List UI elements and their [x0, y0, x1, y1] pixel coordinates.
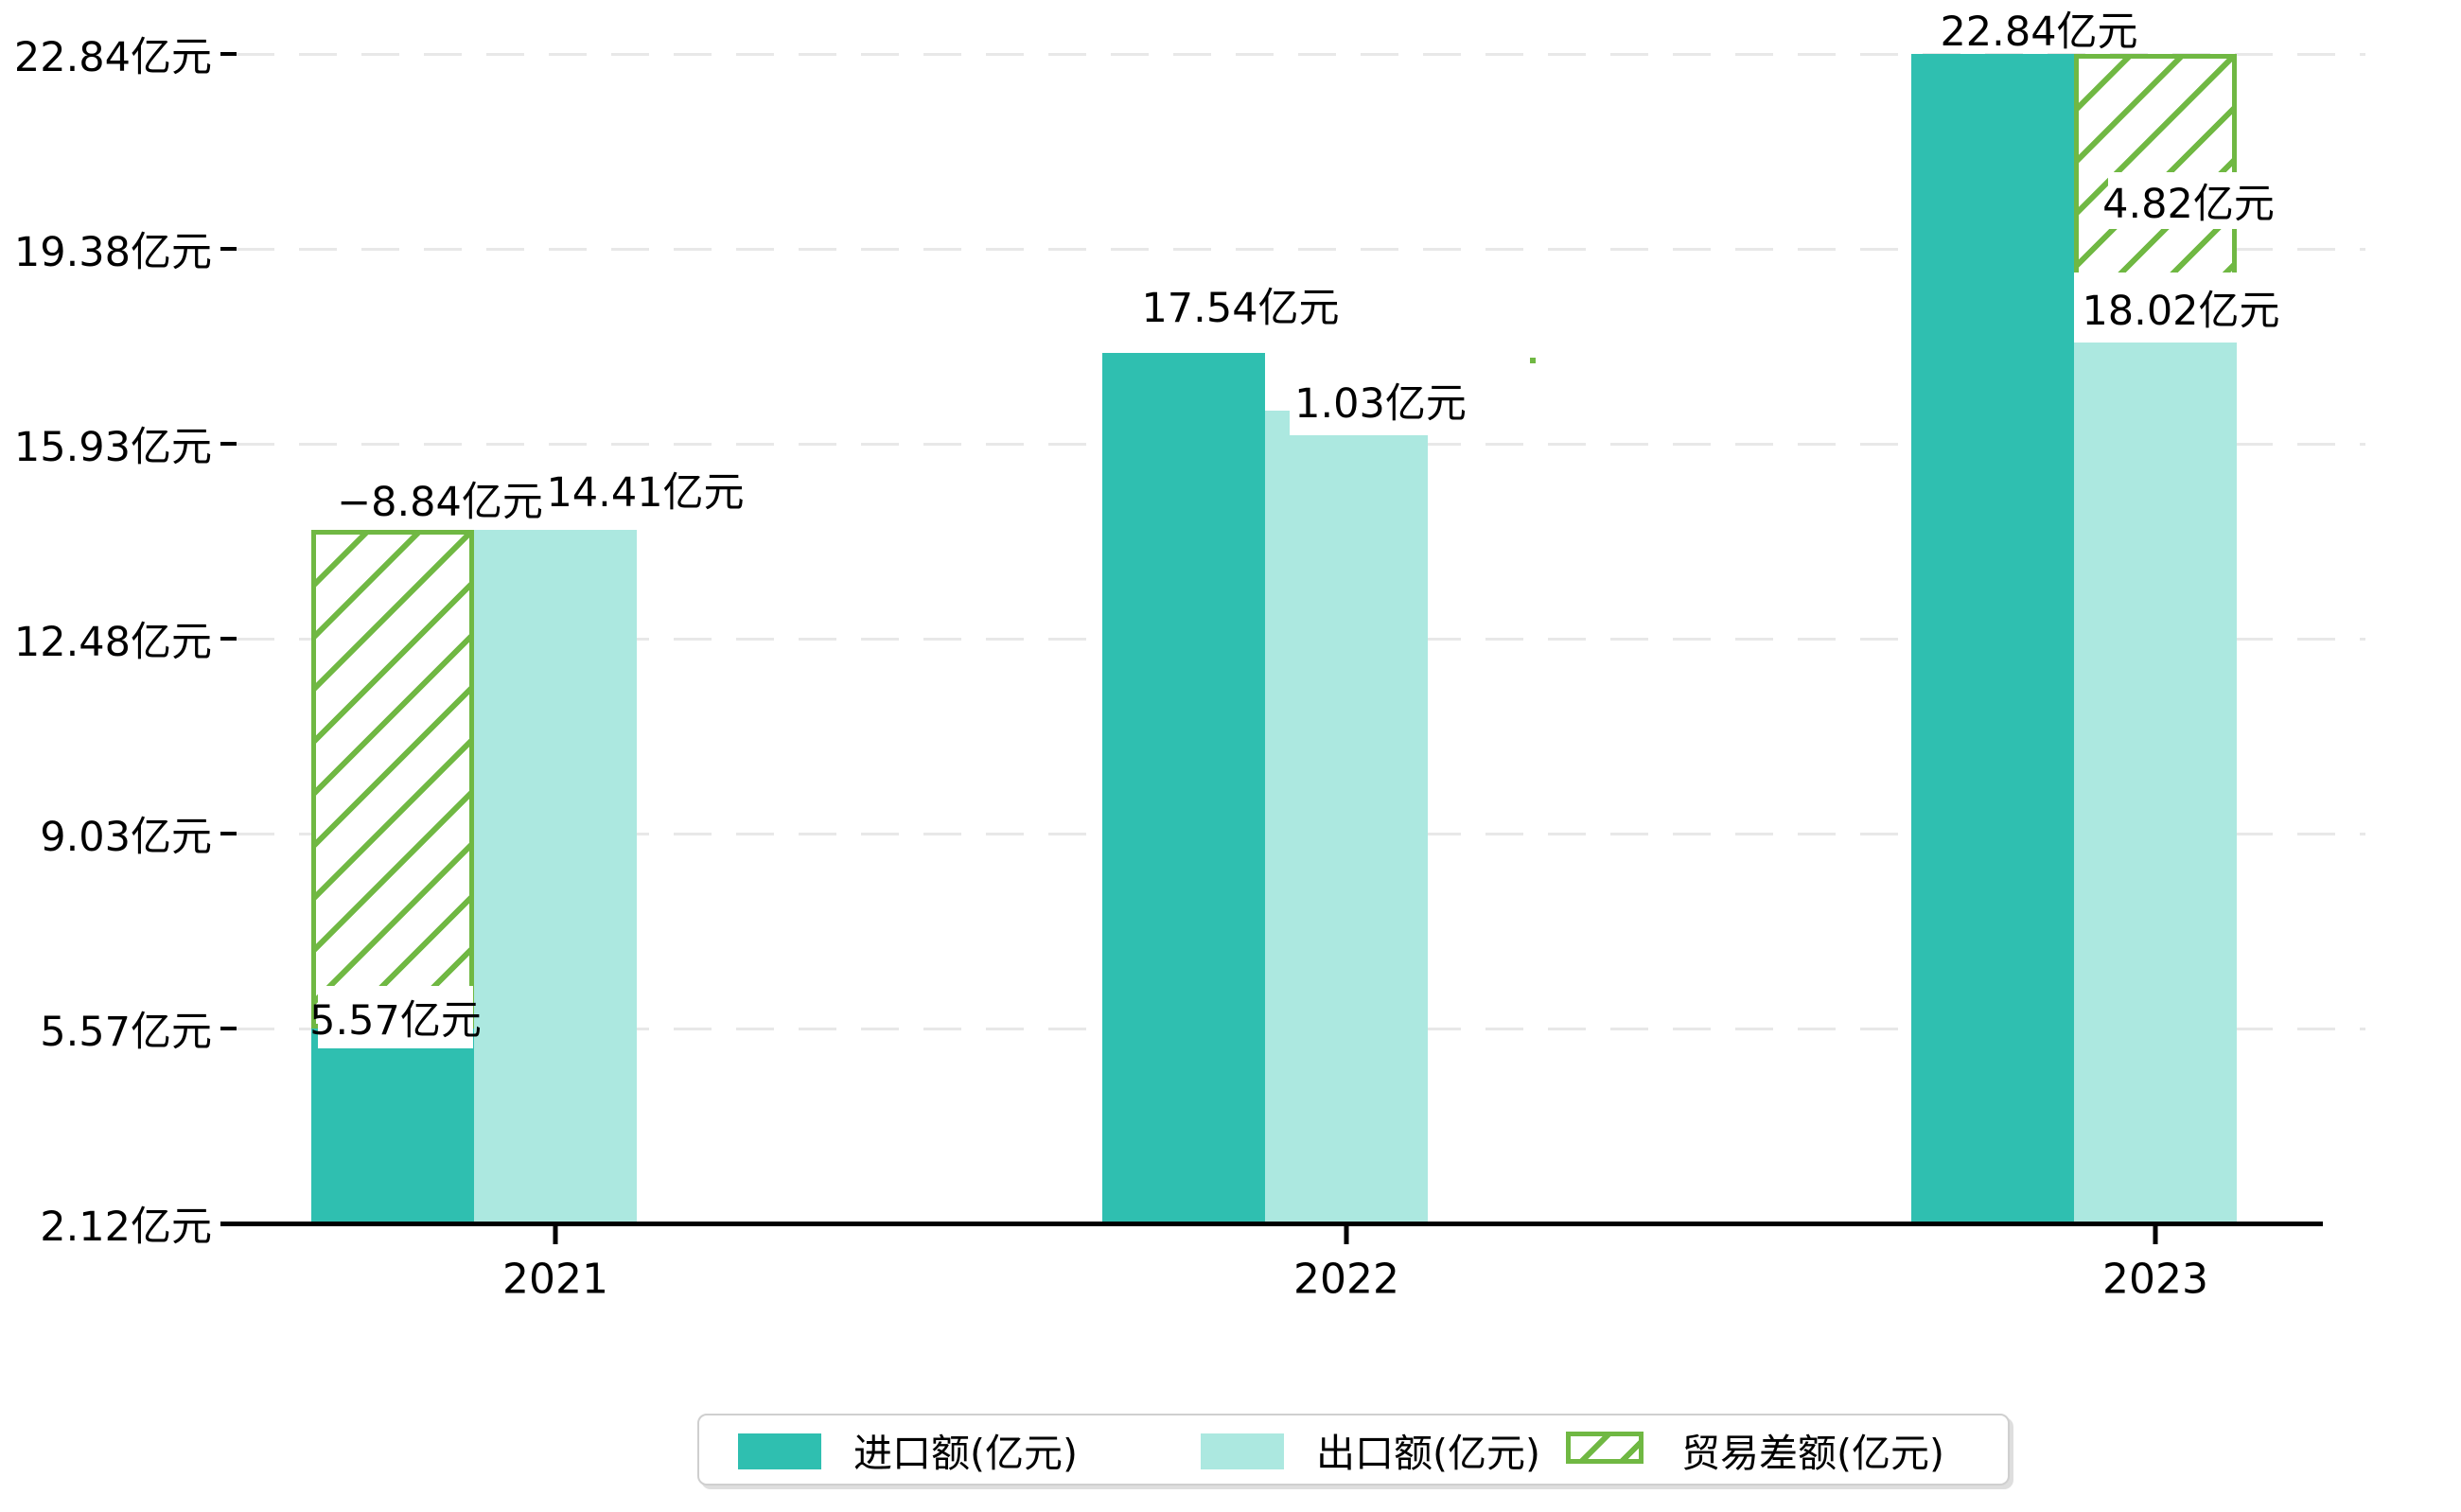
legend-swatch-import [738, 1433, 821, 1469]
legend-swatch-export [1201, 1433, 1284, 1469]
gridline [237, 52, 2365, 56]
y-axis-tick-mark [220, 247, 237, 252]
import-bar [1911, 53, 2074, 1223]
export-value-label: 18.02亿元 [2074, 273, 2288, 343]
legend-label-export: 出口额(亿元) [1316, 1431, 1540, 1476]
y-axis-tick-label: 12.48亿元 [13, 618, 212, 666]
y-axis-tick-label: 22.84亿元 [13, 33, 212, 81]
trade-balance-value-label: 4.82亿元 [2102, 172, 2275, 229]
y-axis-tick-label: 5.57亿元 [40, 1009, 212, 1057]
x-axis-tick-mark [1344, 1223, 1349, 1244]
import-bar [311, 1029, 474, 1223]
x-axis-tick-label: 2021 [502, 1255, 608, 1304]
legend-swatch-trade-balance [1566, 1432, 1644, 1464]
export-bar [1265, 411, 1428, 1223]
x-axis-tick-mark [2153, 1223, 2158, 1244]
y-axis-tick-label: 2.12亿元 [40, 1204, 212, 1251]
trade-balance-bar-corner-artifact [1530, 358, 1536, 363]
y-axis-tick-mark [220, 831, 237, 835]
import-value-label: 17.54亿元 [1141, 285, 1340, 332]
trade-balance-value-label: −8.84亿元 [337, 479, 543, 526]
import-bar [1102, 353, 1265, 1223]
x-axis-line [220, 1222, 2323, 1226]
export-bar [2074, 325, 2237, 1223]
chart-legend: 进口额(亿元) 出口额(亿元) 贸易差额(亿元) [697, 1414, 2010, 1486]
x-axis-tick-label: 2023 [2102, 1255, 2208, 1304]
x-axis-tick-mark [553, 1223, 558, 1244]
export-value-label: 14.41亿元 [546, 469, 745, 517]
y-axis-tick-mark [220, 1027, 237, 1031]
trade-balance-value-label: 1.03亿元 [1290, 365, 1471, 435]
y-axis-tick-mark [220, 636, 237, 641]
legend-label-import: 进口额(亿元) [853, 1431, 1078, 1476]
y-axis-tick-label: 9.03亿元 [40, 813, 212, 861]
legend-label-trade-balance: 贸易差额(亿元) [1681, 1431, 1944, 1476]
y-axis-tick-mark [220, 51, 237, 56]
import-value-label: 5.57亿元 [309, 986, 482, 1048]
y-axis-tick-mark [220, 442, 237, 447]
trade-balance-bar [311, 529, 474, 1029]
import-value-label: 22.84亿元 [1940, 9, 2138, 56]
y-axis-tick-label: 15.93亿元 [13, 424, 212, 472]
y-axis-tick-label: 19.38亿元 [13, 229, 212, 277]
export-bar [474, 529, 637, 1223]
gridline [237, 248, 2365, 252]
x-axis-tick-label: 2022 [1293, 1255, 1399, 1304]
